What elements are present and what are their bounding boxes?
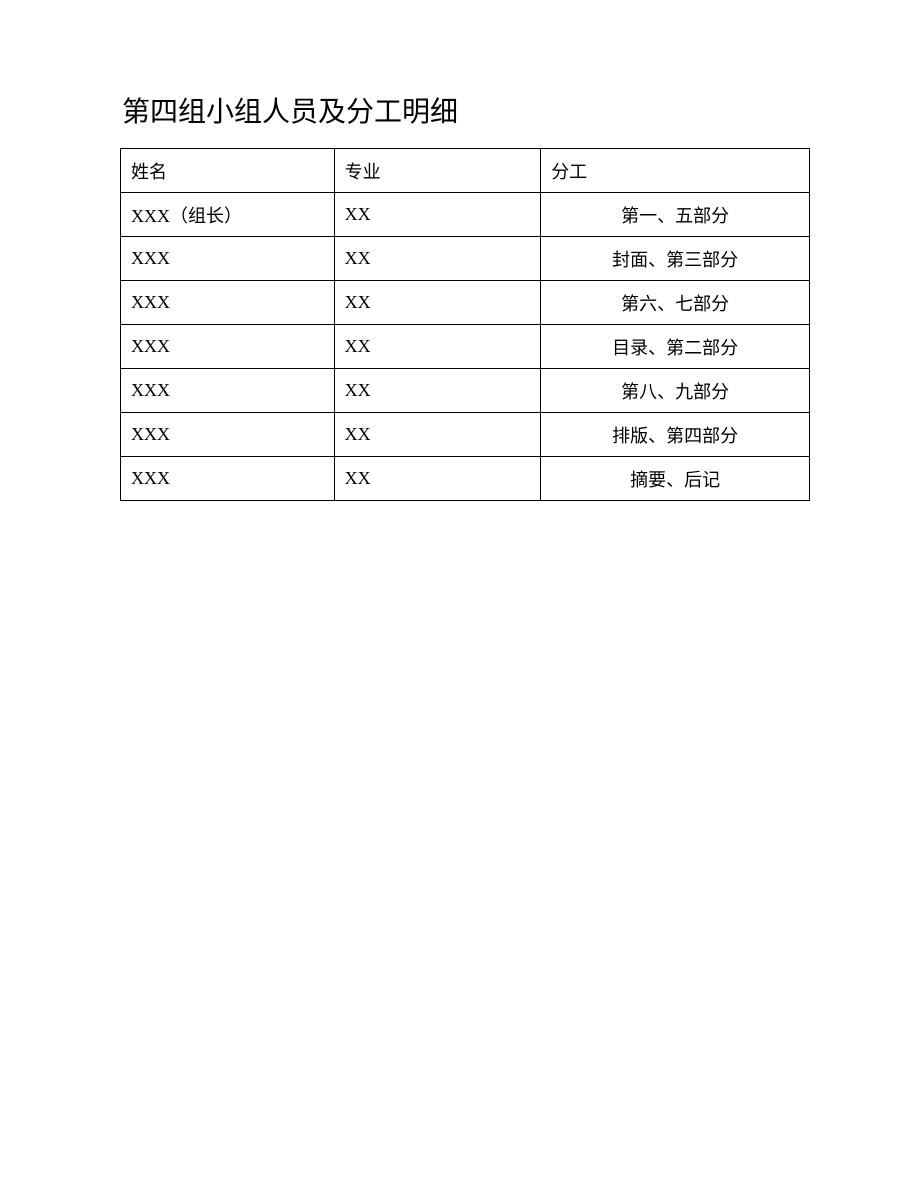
cell-work: 目录、第二部分 — [541, 325, 810, 369]
cell-name: XXX — [121, 457, 335, 501]
table-row: XXX XX 排版、第四部分 — [121, 413, 810, 457]
header-work: 分工 — [541, 149, 810, 193]
header-major: 专业 — [334, 149, 541, 193]
table-row: XXX XX 目录、第二部分 — [121, 325, 810, 369]
table-row: XXX XX 封面、第三部分 — [121, 237, 810, 281]
cell-major: XX — [334, 413, 541, 457]
cell-major: XX — [334, 193, 541, 237]
cell-name: XXX — [121, 237, 335, 281]
cell-major: XX — [334, 237, 541, 281]
cell-work: 排版、第四部分 — [541, 413, 810, 457]
cell-work: 第六、七部分 — [541, 281, 810, 325]
table-row: XXX XX 第八、九部分 — [121, 369, 810, 413]
cell-major: XX — [334, 457, 541, 501]
table-header-row: 姓名 专业 分工 — [121, 149, 810, 193]
cell-name: XXX（组长） — [121, 193, 335, 237]
table-row: XXX（组长） XX 第一、五部分 — [121, 193, 810, 237]
cell-major: XX — [334, 281, 541, 325]
cell-name: XXX — [121, 369, 335, 413]
cell-work: 第一、五部分 — [541, 193, 810, 237]
header-name: 姓名 — [121, 149, 335, 193]
table-row: XXX XX 第六、七部分 — [121, 281, 810, 325]
cell-name: XXX — [121, 325, 335, 369]
cell-name: XXX — [121, 413, 335, 457]
cell-major: XX — [334, 369, 541, 413]
cell-work: 摘要、后记 — [541, 457, 810, 501]
cell-name: XXX — [121, 281, 335, 325]
table-row: XXX XX 摘要、后记 — [121, 457, 810, 501]
cell-major: XX — [334, 325, 541, 369]
page-title: 第四组小组人员及分工明细 — [122, 90, 810, 130]
division-table: 姓名 专业 分工 XXX（组长） XX 第一、五部分 XXX XX 封面、第三部… — [120, 148, 810, 501]
cell-work: 第八、九部分 — [541, 369, 810, 413]
cell-work: 封面、第三部分 — [541, 237, 810, 281]
